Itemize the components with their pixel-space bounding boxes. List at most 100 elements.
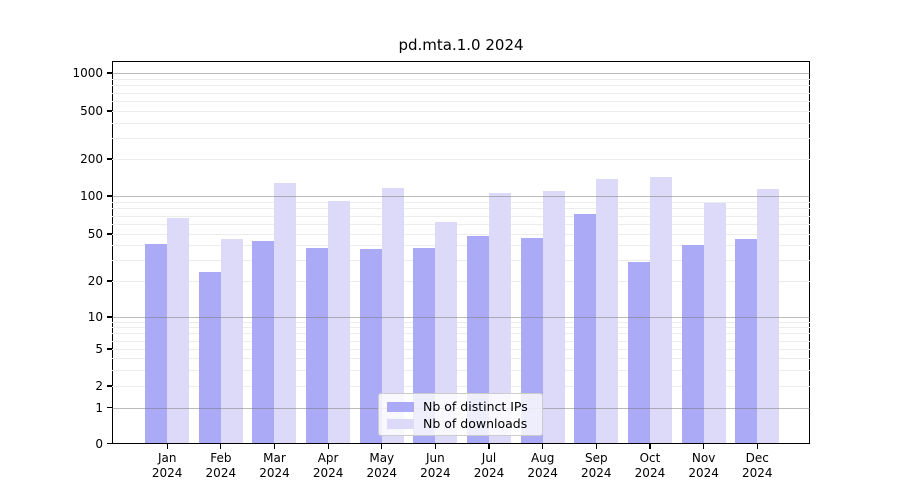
x-tick-mark (166, 443, 168, 449)
bar-downloads-apr (328, 200, 351, 444)
x-tick-label: Oct 2024 (634, 451, 666, 480)
legend-swatch-downloads (387, 419, 414, 429)
gridline-minor (112, 101, 810, 102)
bar-downloads-oct (649, 176, 672, 444)
gridline-minor (112, 78, 810, 80)
y-tick-mark (107, 316, 112, 318)
bar-distinct-ips-oct (627, 261, 650, 444)
x-tick-label: Jan 2024 (151, 451, 183, 480)
gridline-major (112, 73, 810, 74)
x-tick-label: Apr 2024 (312, 451, 344, 480)
gridline-minor (112, 234, 810, 235)
x-tick-mark (327, 443, 329, 449)
gridline-minor (112, 245, 810, 247)
gridline-minor (112, 111, 810, 112)
y-tick-mark (107, 195, 112, 197)
x-tick-label: Aug 2024 (527, 451, 558, 480)
x-tick-label: Jun 2024 (420, 451, 451, 480)
x-tick-label: Mar 2024 (259, 451, 290, 480)
bar-distinct-ips-feb (198, 271, 221, 444)
x-tick-label: Jul 2024 (473, 451, 505, 480)
x-tick-label: Sep 2024 (581, 451, 612, 480)
legend-label-downloads: Nb of downloads (423, 416, 528, 431)
gridline-minor (112, 349, 810, 350)
gridline-minor (112, 208, 810, 210)
bar-distinct-ips-sep (574, 214, 597, 444)
gridline-minor (112, 122, 810, 124)
legend-item-downloads: Nb of downloads (387, 416, 542, 432)
x-tick-mark (273, 443, 276, 449)
y-tick-label: 200 (80, 152, 103, 166)
x-tick-mark (434, 443, 436, 449)
x-tick-label: Feb 2024 (205, 451, 237, 480)
bar-downloads-jun (435, 222, 458, 444)
x-tick-mark (756, 443, 758, 449)
gridline-minor (112, 159, 810, 160)
gridline-minor (112, 321, 810, 323)
bar-downloads-jul (489, 192, 512, 444)
bar-downloads-mar (274, 183, 297, 444)
gridline-minor (112, 358, 810, 359)
gridline-minor (112, 215, 810, 217)
y-tick-label: 20 (87, 274, 103, 288)
x-tick-mark (381, 443, 383, 449)
y-tick-label: 5 (95, 342, 103, 356)
legend: Nb of distinct IPs Nb of downloads (378, 393, 543, 436)
gridline-major (112, 317, 810, 318)
bar-downloads-dec (757, 188, 780, 444)
x-tick-mark (220, 443, 222, 449)
gridline-minor (112, 281, 810, 282)
bar-downloads-may (381, 187, 404, 444)
y-tick-label: 0 (95, 436, 103, 451)
x-tick-mark (595, 443, 597, 449)
y-tick-label: 10 (87, 310, 103, 324)
y-tick-mark (107, 385, 112, 387)
gridline-minor (112, 92, 810, 94)
gridline-minor (112, 333, 810, 335)
bar-distinct-ips-jul (467, 236, 490, 444)
y-tick-mark (107, 110, 112, 112)
legend-swatch-distinct-ips (387, 402, 414, 412)
x-tick-label: May 2024 (366, 451, 398, 480)
y-tick-mark (107, 280, 112, 282)
y-tick-mark (107, 158, 112, 160)
bar-distinct-ips-apr (306, 248, 329, 444)
bar-distinct-ips-mar (252, 240, 275, 444)
bar-downloads-feb (220, 239, 243, 444)
bar-distinct-ips-nov (681, 245, 704, 444)
x-tick-label: Nov 2024 (688, 451, 719, 480)
bar-downloads-sep (596, 178, 619, 444)
legend-label-distinct-ips: Nb of distinct IPs (423, 399, 528, 414)
bar-distinct-ips-may (359, 249, 382, 444)
bar-distinct-ips-dec (735, 239, 758, 444)
y-tick-label: 500 (80, 104, 103, 118)
y-tick-label: 1000 (72, 66, 103, 80)
x-tick-label: Dec 2024 (741, 451, 773, 480)
gridline-minor (112, 386, 810, 387)
y-tick-label: 50 (87, 227, 103, 241)
bar-downloads-jan (167, 217, 190, 444)
bar-distinct-ips-jan (145, 244, 168, 444)
y-tick-mark (107, 233, 112, 235)
y-tick-label: 100 (80, 189, 103, 203)
gridline-minor (112, 85, 810, 87)
chart-title: pd.mta.1.0 2024 (398, 36, 524, 54)
bar-distinct-ips-aug (520, 238, 543, 444)
gridline-minor (112, 369, 810, 371)
y-tick-label: 1 (95, 400, 103, 415)
x-tick-mark (649, 443, 651, 449)
gridline-minor (112, 224, 810, 225)
legend-item-distinct-ips: Nb of distinct IPs (387, 399, 542, 415)
y-tick-mark (107, 442, 112, 445)
y-tick-mark (107, 348, 112, 350)
x-tick-mark (488, 443, 490, 449)
gridline-minor (112, 340, 810, 342)
gridline-minor (112, 137, 810, 139)
x-tick-mark (703, 443, 705, 449)
gridline-minor (112, 327, 810, 329)
gridline-minor (112, 260, 810, 262)
y-tick-mark (107, 72, 112, 74)
y-tick-label: 2 (95, 379, 103, 393)
gridline-major (112, 196, 810, 197)
